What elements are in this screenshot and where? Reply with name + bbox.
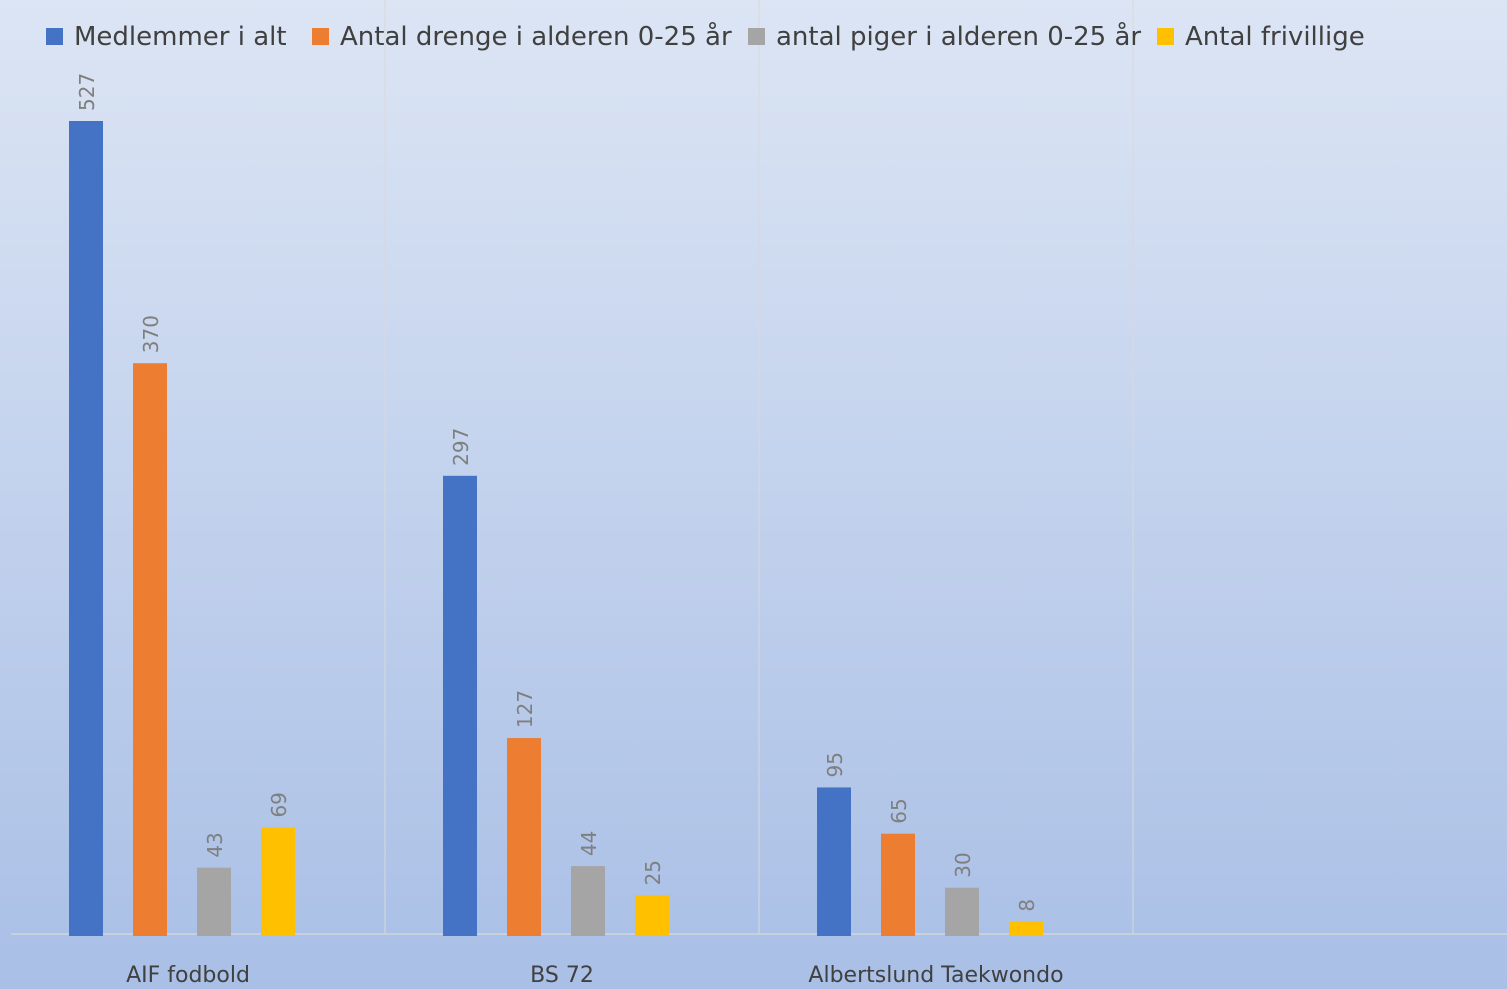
legend-swatch — [312, 28, 329, 45]
data-label: 69 — [267, 792, 291, 817]
data-label: 30 — [951, 852, 975, 877]
data-label: 297 — [449, 428, 473, 466]
data-label: 44 — [577, 831, 601, 856]
bar — [945, 887, 979, 936]
bars — [69, 121, 1043, 937]
data-labels: 527 370 43 69 297 127 44 25 95 65 30 8 — [75, 73, 1039, 912]
bar — [817, 787, 851, 936]
category-label: BS 72 — [530, 963, 594, 988]
bar — [507, 738, 541, 936]
bar — [133, 363, 167, 937]
data-label: 95 — [823, 752, 847, 777]
legend: Medlemmer i alt Antal drenge i alderen 0-… — [46, 21, 1365, 52]
data-label: 527 — [75, 73, 99, 111]
category-label: Albertslund Taekwondo — [808, 963, 1063, 988]
data-label: 8 — [1015, 899, 1039, 912]
data-label: 65 — [887, 798, 911, 823]
bar — [443, 475, 477, 936]
bar — [69, 121, 103, 936]
bar — [881, 833, 915, 936]
legend-swatch — [1157, 28, 1174, 45]
data-label: 370 — [139, 315, 163, 353]
legend-swatch — [46, 28, 63, 45]
bar — [571, 866, 605, 936]
legend-label: Antal drenge i alderen 0-25 år — [340, 21, 732, 52]
data-label: 127 — [513, 690, 537, 728]
bar — [197, 867, 231, 936]
category-label: AIF fodbold — [126, 963, 250, 988]
bar — [635, 895, 669, 936]
data-label: 43 — [203, 832, 227, 857]
legend-label: Antal frivillige — [1185, 22, 1365, 52]
legend-swatch — [748, 28, 765, 45]
gridlines — [11, 0, 1507, 935]
bar — [261, 827, 295, 936]
legend-label: Medlemmer i alt — [74, 22, 287, 52]
bar — [1009, 921, 1043, 936]
legend-label: antal piger i alderen 0-25 år — [776, 21, 1141, 52]
category-labels: AIF fodbold BS 72 Albertslund Taekwondo — [126, 963, 1064, 988]
data-label: 25 — [641, 860, 665, 885]
